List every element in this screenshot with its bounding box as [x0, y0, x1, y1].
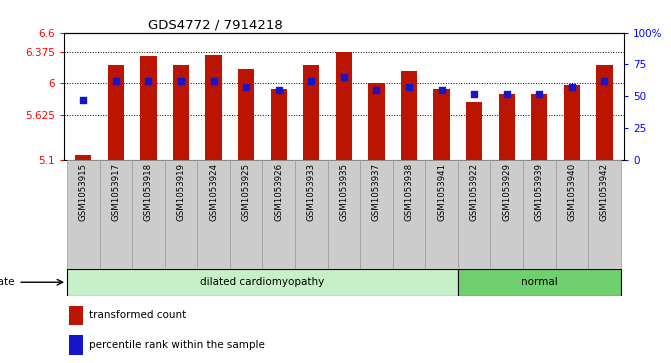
Text: GDS4772 / 7914218: GDS4772 / 7914218 — [148, 19, 282, 32]
Text: GSM1053942: GSM1053942 — [600, 163, 609, 221]
Bar — [67, 269, 458, 296]
Point — [566, 84, 577, 90]
Point — [599, 78, 610, 84]
Text: disease state: disease state — [0, 277, 15, 287]
Text: GSM1053918: GSM1053918 — [144, 163, 153, 221]
Bar — [523, 160, 556, 269]
Bar — [262, 160, 295, 269]
Bar — [425, 160, 458, 269]
Bar — [466, 102, 482, 160]
Point — [501, 91, 512, 97]
Bar — [197, 160, 230, 269]
Point — [78, 97, 89, 103]
Bar — [327, 160, 360, 269]
Bar — [458, 160, 491, 269]
Point — [371, 87, 382, 93]
Text: GSM1053937: GSM1053937 — [372, 163, 381, 221]
Bar — [205, 55, 221, 160]
Bar — [531, 94, 548, 160]
Text: GSM1053940: GSM1053940 — [568, 163, 576, 221]
Bar — [132, 160, 164, 269]
Point — [534, 91, 545, 97]
Bar — [108, 65, 124, 160]
Point — [176, 78, 187, 84]
Bar — [556, 160, 588, 269]
Bar — [303, 65, 319, 160]
Point — [404, 84, 415, 90]
Text: GSM1053941: GSM1053941 — [437, 163, 446, 221]
Bar — [433, 89, 450, 160]
Bar — [588, 160, 621, 269]
Point — [273, 87, 284, 93]
Text: GSM1053919: GSM1053919 — [176, 163, 185, 221]
Text: GSM1053925: GSM1053925 — [242, 163, 251, 221]
Text: GSM1053935: GSM1053935 — [340, 163, 348, 221]
Text: GSM1053926: GSM1053926 — [274, 163, 283, 221]
Bar — [597, 65, 613, 160]
Bar — [295, 160, 327, 269]
Point — [469, 91, 480, 97]
Bar — [401, 71, 417, 160]
Bar — [230, 160, 262, 269]
Text: normal: normal — [521, 277, 558, 287]
Bar — [393, 160, 425, 269]
Text: transformed count: transformed count — [89, 310, 187, 321]
Text: GSM1053917: GSM1053917 — [111, 163, 120, 221]
Bar — [564, 85, 580, 160]
Point — [338, 74, 349, 80]
Bar — [360, 160, 393, 269]
Text: percentile rank within the sample: percentile rank within the sample — [89, 340, 265, 350]
Text: GSM1053915: GSM1053915 — [79, 163, 88, 221]
Bar — [368, 83, 384, 160]
Text: GSM1053933: GSM1053933 — [307, 163, 316, 221]
Text: GSM1053939: GSM1053939 — [535, 163, 544, 221]
Bar — [173, 65, 189, 160]
Text: GSM1053922: GSM1053922 — [470, 163, 478, 221]
Bar — [67, 160, 99, 269]
Bar — [238, 69, 254, 160]
Point — [436, 87, 447, 93]
Text: dilated cardiomyopathy: dilated cardiomyopathy — [201, 277, 325, 287]
Text: GSM1053938: GSM1053938 — [405, 163, 413, 221]
Bar — [336, 52, 352, 160]
Point — [306, 78, 317, 84]
Bar — [69, 335, 83, 355]
Bar — [75, 155, 91, 160]
Bar — [458, 269, 621, 296]
Point — [208, 78, 219, 84]
Bar — [164, 160, 197, 269]
Bar — [491, 160, 523, 269]
Point — [241, 84, 252, 90]
Bar — [69, 306, 83, 325]
Point — [111, 78, 121, 84]
Point — [143, 78, 154, 84]
Bar — [140, 56, 156, 160]
Text: GSM1053924: GSM1053924 — [209, 163, 218, 221]
Text: GSM1053929: GSM1053929 — [503, 163, 511, 221]
Bar — [499, 94, 515, 160]
Bar — [270, 89, 287, 160]
Bar — [99, 160, 132, 269]
